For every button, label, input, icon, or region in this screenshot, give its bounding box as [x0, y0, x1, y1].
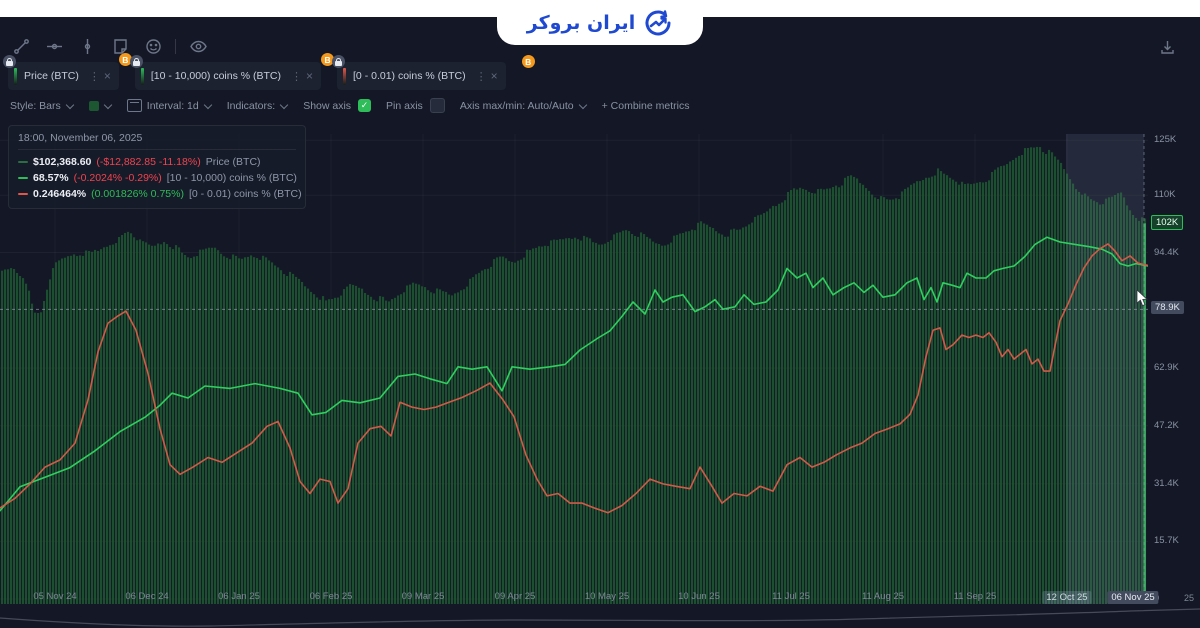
bitcoin-badge: B [321, 53, 335, 66]
x-tick-label: 10 Jun 25 [678, 591, 720, 602]
interval-icon [126, 99, 142, 112]
y-tick-label: 15.7K [1154, 535, 1179, 547]
x-tick-label: 11 Jul 25 [772, 591, 810, 602]
series-indicator-bar [140, 67, 144, 85]
trendline-tool-icon[interactable] [10, 35, 32, 57]
tooltip-row: 68.57% (-0.2024% -0.29%) [10 - 10,000) c… [18, 172, 297, 184]
note-icon[interactable] [109, 35, 131, 57]
drawing-toolbar [10, 33, 209, 59]
kebab-menu-icon[interactable]: ⋮ [88, 70, 100, 83]
tooltip-change: (-0.2024% -0.29%) [73, 172, 162, 184]
x-tick-label: 10 May 25 [584, 591, 630, 602]
brand-logo-icon [645, 9, 671, 35]
toolbar-divider [175, 38, 176, 54]
tooltip-series-label: [0 - 0.01) coins % (BTC) [188, 188, 302, 200]
series-dash [18, 193, 28, 195]
tooltip-change: (0.001826% 0.75%) [91, 188, 184, 200]
chart-controls: Style: Bars Interval: 1d Indicators: Sho… [10, 98, 689, 113]
coins-10-10000-line [0, 236, 1148, 512]
y-tick-label: 110K [1154, 189, 1176, 201]
x-tick-label: 11 Sep 25 [953, 591, 997, 602]
lock-icon [332, 55, 346, 68]
style-select[interactable]: Style: Bars [10, 100, 75, 112]
mouse-cursor [1136, 289, 1150, 313]
y-tick-label: 31.4K [1154, 477, 1179, 489]
kebab-menu-icon[interactable]: ⋮ [291, 70, 302, 83]
emoji-icon[interactable] [142, 35, 164, 57]
price-bars [1, 146, 1147, 604]
x-tick-label: 11 Aug 25 [861, 591, 905, 602]
x-tick-label: 06 Nov 25 [1107, 591, 1159, 604]
indicators-select[interactable]: Indicators: [227, 100, 289, 112]
series-color-swatch [88, 100, 99, 111]
current-price-badge: 102K [1151, 215, 1184, 231]
series-indicator-bar [343, 67, 347, 85]
tooltip-value: $102,368.60 [33, 156, 92, 168]
x-tick-label: 09 Mar 25 [401, 591, 445, 602]
horizontal-ray-icon[interactable] [43, 35, 65, 57]
tab-label: Price (BTC) [24, 70, 79, 82]
download-icon[interactable] [1156, 36, 1178, 58]
lock-icon [3, 55, 16, 68]
close-tab-icon[interactable]: × [490, 69, 498, 83]
close-tab-icon[interactable]: × [306, 69, 314, 83]
tab-label: [10 - 10,000) coins % (BTC) [150, 70, 281, 82]
chart-tooltip: 18:00, November 06, 2025 $102,368.60 (-$… [8, 125, 306, 209]
tooltip-row: $102,368.60 (-$12,882.85 -11.18%) Price … [18, 156, 296, 168]
trading-app: Price (BTC) ⋮ × B [10 - 10,000) coins % (BTC… [0, 16, 1200, 628]
tab-label: [0 - 0.01) coins % (BTC) [353, 70, 466, 82]
brand-name: ایران بروکر [526, 11, 636, 34]
interval-select[interactable]: Interval: 1d [126, 99, 212, 112]
metric-tab[interactable]: B [0 - 0.01) coins % (BTC) ⋮ × [321, 53, 506, 90]
y-tick-label: 94.4K [1154, 246, 1179, 258]
kebab-menu-icon[interactable]: ⋮ [475, 70, 487, 83]
bitcoin-badge: B [521, 55, 535, 68]
color-swatch-select[interactable] [88, 100, 113, 111]
pin-axis-checkbox[interactable] [429, 98, 445, 113]
coins-0-001-line [0, 243, 1148, 514]
series-dash [18, 177, 28, 179]
y-tick-label: 125K [1154, 134, 1177, 146]
tooltip-value: 0.246464% [33, 188, 87, 200]
metric-tab[interactable]: Price (BTC) ⋮ × [3, 55, 119, 90]
x-tick-label: 06 Dec 24 [125, 591, 169, 602]
pin-axis-toggle[interactable]: Pin axis [386, 98, 445, 113]
bitcoin-badge: B [118, 53, 132, 66]
tooltip-series-label: Price (BTC) [205, 156, 261, 168]
show-axis-checkbox[interactable]: ✓ [358, 99, 372, 112]
series-dash [18, 161, 28, 163]
tooltip-value: 68.57% [33, 172, 69, 184]
bottom-panel-preview [0, 602, 1200, 628]
selection-band [1066, 134, 1144, 604]
axis-corner-year: 25 [1184, 593, 1195, 603]
tooltip-timestamp: 18:00, November 06, 2025 [18, 132, 296, 150]
x-tick-label: 12 Oct 25 [1042, 591, 1092, 604]
tooltip-series-label: [10 - 10,000) coins % (BTC) [166, 172, 297, 184]
y-tick-label: 62.9K [1154, 362, 1179, 374]
eye-icon[interactable] [187, 35, 209, 57]
chart-plot[interactable] [0, 118, 1148, 604]
series-indicator-bar [14, 67, 17, 85]
x-tick-label: 06 Jan 25 [218, 591, 260, 602]
combine-metrics-button[interactable]: + Combine metrics [601, 99, 690, 112]
brand-logo-tab: ایران بروکر [497, 0, 703, 45]
crosshair-price-badge: 78.9K [1151, 301, 1184, 315]
chart-area[interactable]: 125K110K94.4K62.9K47.2K31.4K15.7K0102K78… [0, 16, 1200, 628]
bottom-sparkline [0, 608, 1200, 627]
tooltip-change: (-$12,882.85 -11.18%) [96, 156, 201, 168]
axis-maxmin-select[interactable]: Axis max/min: Auto/Auto [460, 100, 587, 112]
x-tick-label: 05 Nov 24 [33, 591, 77, 602]
vertical-line-icon[interactable] [76, 35, 98, 57]
metric-tab[interactable]: B [10 - 10,000) coins % (BTC) ⋮ × [118, 53, 322, 90]
x-tick-label: 09 Apr 25 [494, 591, 536, 602]
lock-icon [129, 55, 143, 68]
close-tab-icon[interactable]: × [103, 69, 111, 83]
y-tick-label: 47.2K [1154, 419, 1179, 431]
tooltip-row: 0.246464% (0.001826% 0.75%) [0 - 0.01) c… [18, 188, 302, 200]
show-axis-toggle[interactable]: Show axis ✓ [303, 99, 372, 112]
x-tick-label: 06 Feb 25 [309, 591, 353, 602]
metric-tabs: Price (BTC) ⋮ × B [10 - 10,000) coins % (BTC… [3, 53, 535, 90]
current-price-bar [1143, 223, 1146, 604]
